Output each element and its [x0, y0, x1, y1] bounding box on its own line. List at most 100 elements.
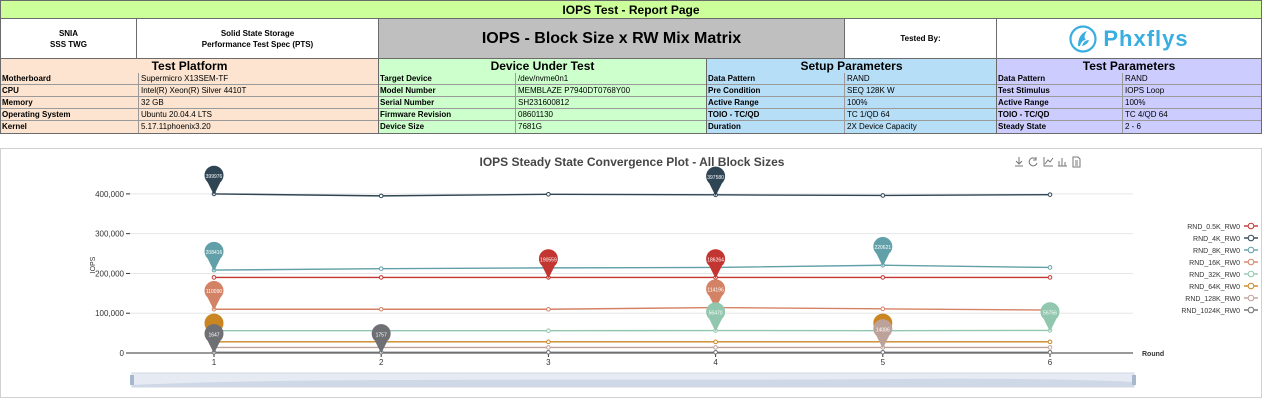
- x-tick-label: 5: [881, 358, 886, 367]
- device-table: Target Device/dev/nvme0n1 Model Number ME…: [378, 73, 707, 134]
- line-chart-icon[interactable]: [1043, 157, 1054, 167]
- org-line2: SSS TWG: [50, 39, 87, 49]
- data-point: [713, 345, 718, 350]
- legend-label: RND_32K_RW0: [1189, 272, 1240, 279]
- zoom-handle-right[interactable]: [1132, 375, 1136, 385]
- legend-label: RND_64K_RW0: [1189, 284, 1240, 291]
- org-cell: SNIA SSS TWG: [0, 18, 137, 59]
- spec-line1: Solid State Storage: [220, 28, 295, 38]
- legend-item[interactable]: [1244, 270, 1258, 278]
- row-value: RAND: [844, 73, 996, 84]
- data-point: [1047, 192, 1053, 197]
- row-key: Operating System: [2, 110, 71, 119]
- row-key: TOIO - TC/QD: [708, 110, 760, 119]
- row-key: Active Range: [998, 98, 1049, 107]
- table-row: Data Pattern RAND: [707, 73, 996, 85]
- pin-shape: [1040, 302, 1060, 332]
- table-row: Serial Number SH231600812: [379, 97, 706, 109]
- data-point: [713, 350, 718, 355]
- params-table: Data Pattern RAND Test Stimulus IOPS Loop …: [996, 73, 1262, 134]
- params-section-title: Test Parameters: [996, 58, 1262, 74]
- row-value: Supermicro X13SEM-TF: [138, 73, 378, 84]
- pin-label: 114196: [707, 288, 724, 294]
- pin-shape: [706, 302, 726, 332]
- zoom-handle-left[interactable]: [130, 375, 134, 385]
- row-key: Firmware Revision: [380, 110, 452, 119]
- legend-item[interactable]: [1244, 246, 1258, 254]
- row-key: Pre Condition: [708, 86, 761, 95]
- data-point: [546, 350, 551, 355]
- table-row: Memory 32 GB: [1, 97, 378, 109]
- data-point: [1047, 339, 1053, 345]
- legend-item[interactable]: [1244, 282, 1258, 290]
- row-value: TC 4/QD 64: [1122, 109, 1261, 120]
- org-line1: SNIA: [58, 28, 79, 38]
- line-chart-icon-path: [1043, 157, 1054, 167]
- max-min-pin: 1757: [371, 324, 391, 354]
- pin-label: 397580: [707, 175, 724, 181]
- row-value: IOPS Loop: [1122, 85, 1261, 96]
- report-header: IOPS Test - Report Page SNIA SSS TWG Sol…: [0, 0, 1262, 146]
- company-logo: Phxflys: [996, 18, 1262, 59]
- refresh-icon[interactable]: [1028, 157, 1038, 167]
- bar-chart-icon[interactable]: [1058, 158, 1067, 167]
- pin-shape: [873, 319, 893, 349]
- row-value: TC 1/QD 64: [844, 109, 996, 120]
- pin-shape: [204, 324, 224, 354]
- legend-label: RND_0.5K_RW0: [1187, 224, 1240, 231]
- pin-label: 56470: [709, 311, 723, 317]
- logo-text: Phxflys: [1103, 25, 1189, 51]
- pin-label: 110090: [206, 289, 223, 295]
- table-row: Firmware Revision 08601130: [379, 109, 706, 121]
- legend-item[interactable]: [1244, 258, 1258, 266]
- legend-marker: [1247, 222, 1255, 230]
- pin-label: 208416: [206, 250, 223, 256]
- legend-item[interactable]: [1244, 294, 1258, 302]
- max-min-pin: 114196: [706, 279, 726, 309]
- legend-item[interactable]: [1244, 306, 1258, 314]
- pin-label: 1757: [376, 332, 387, 338]
- iops-convergence-chart: IOPS Steady State Convergence Plot - All…: [90, 155, 1258, 388]
- refresh-icon-path: [1028, 157, 1038, 167]
- bar-chart-icon-path: [1058, 158, 1067, 167]
- legend-item[interactable]: [1244, 234, 1258, 242]
- y-tick-label: 400,000: [95, 190, 124, 199]
- max-min-pin: 56756: [1040, 302, 1060, 332]
- data-point: [378, 275, 384, 280]
- data-point: [713, 339, 718, 345]
- data-view-icon[interactable]: [1072, 156, 1081, 168]
- data-point: [378, 306, 384, 312]
- pin-label: 14086: [876, 327, 890, 333]
- report-title: IOPS Test - Report Page: [0, 0, 1262, 19]
- table-row: Pre Condition SEQ 128K W: [707, 85, 996, 97]
- data-point: [378, 266, 384, 271]
- x-tick-label: 1: [212, 358, 217, 367]
- zoom-shadow: [132, 378, 1134, 387]
- row-key: Target Device: [380, 74, 432, 83]
- row-key: Motherboard: [2, 74, 51, 83]
- legend-label: RND_8K_RW0: [1193, 248, 1240, 255]
- legend-label: RND_16K_RW0: [1189, 260, 1240, 267]
- row-key: Steady State: [998, 122, 1047, 131]
- data-zoom-slider[interactable]: [130, 372, 1136, 388]
- pin-label: 190559: [540, 257, 557, 263]
- table-row: Device Size 7681G: [379, 121, 706, 133]
- data-point: [378, 193, 384, 199]
- table-row: CPU Intel(R) Xeon(R) Silver 4410T: [1, 85, 378, 97]
- row-value: /dev/nvme0n1: [515, 73, 706, 84]
- row-key: Duration: [708, 122, 741, 131]
- max-min-pin: 186264: [706, 249, 726, 279]
- legend-item[interactable]: [1244, 222, 1258, 230]
- download-icon[interactable]: [1015, 157, 1023, 167]
- row-key: Test Stimulus: [998, 86, 1050, 95]
- data-point: [880, 275, 886, 280]
- row-value: 100%: [1122, 97, 1261, 108]
- legend-marker: [1247, 270, 1255, 278]
- row-key: Active Range: [708, 98, 759, 107]
- row-key: Device Size: [380, 122, 425, 131]
- device-section-title: Device Under Test: [378, 58, 707, 74]
- table-row: Target Device/dev/nvme0n1: [379, 73, 706, 85]
- row-key: Data Pattern: [708, 74, 756, 83]
- pin-label: 1647: [208, 332, 219, 338]
- pin-shape: [706, 249, 726, 279]
